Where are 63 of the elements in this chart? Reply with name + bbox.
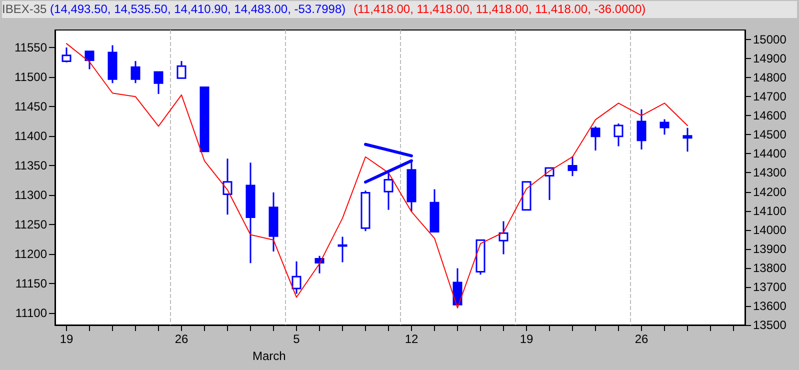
candlestick	[682, 127, 692, 152]
candlestick	[222, 158, 232, 216]
candlestick	[246, 162, 256, 264]
candlestick	[130, 60, 140, 84]
y-tick-label: 11350	[14, 158, 48, 173]
candlestick	[568, 156, 578, 177]
candlestick	[338, 236, 348, 263]
y2-tick-label: 14100	[753, 204, 787, 218]
y-tick-label: 11550	[14, 40, 48, 55]
y-tick-label: 11150	[15, 276, 48, 291]
candlestick	[590, 126, 600, 152]
y2-tick-label: 14200	[753, 184, 787, 199]
x-tick-label: 12	[404, 332, 418, 346]
y2-tick-label: 14000	[753, 222, 787, 237]
y2-tick-label: 14600	[753, 108, 787, 123]
candlestick	[62, 46, 72, 64]
candlestick	[360, 190, 370, 232]
x-tick-label: 26	[174, 332, 188, 346]
line-series	[66, 43, 688, 308]
y2-tick-label: 13800	[753, 260, 787, 275]
candlestick	[430, 188, 440, 232]
candlestick	[154, 71, 164, 95]
candlestick	[314, 255, 324, 274]
text: March	[252, 349, 286, 363]
x-tick-label: 5	[293, 332, 300, 346]
x-tick-label: 19	[520, 332, 534, 346]
y-tick-label: 11200	[14, 247, 48, 262]
candlestick	[614, 122, 624, 148]
y2-tick-label: 14300	[753, 166, 787, 180]
y-tick-label: 11300	[14, 188, 48, 202]
candlestick	[292, 260, 302, 295]
candlestick	[660, 118, 670, 136]
y2-tick-label: 13500	[753, 318, 787, 332]
candlestick	[636, 108, 646, 150]
candlestick	[268, 192, 278, 252]
text: IBEX-35	[2, 2, 48, 16]
text: (11,418.00, 11,418.00, 11,418.00, 11,418.00, -36.0000)	[354, 2, 646, 16]
y2-tick-label: 15000	[753, 32, 787, 47]
y-tick-label: 11250	[14, 218, 48, 232]
y-tick-label: 11400	[14, 129, 48, 144]
candlestick	[84, 50, 94, 70]
y2-tick-label: 13900	[753, 242, 787, 256]
candlestick	[522, 181, 532, 211]
y2-tick-label: 13700	[753, 280, 787, 294]
y2-tick-label: 14800	[753, 70, 787, 85]
y2-tick-label: 14900	[753, 52, 787, 66]
candlestick	[176, 60, 186, 79]
y2-tick-label: 14400	[753, 146, 787, 161]
y-tick-label: 11500	[14, 70, 48, 84]
candlestick	[200, 86, 210, 152]
text: (14,493.50, 14,535.50, 14,410.90, 14,483.00, -53.7998)	[50, 2, 346, 16]
y2-tick-label: 14500	[753, 128, 787, 142]
candlestick	[498, 220, 508, 255]
candlestick	[452, 268, 462, 306]
y-tick-label: 11450	[14, 100, 48, 114]
candlestick	[476, 239, 486, 276]
x-tick-label: 26	[634, 332, 648, 346]
y-tick-label: 11100	[15, 306, 48, 320]
x-tick-label: 19	[60, 332, 74, 346]
y2-tick-label: 13600	[753, 298, 787, 313]
candlestick	[544, 167, 554, 201]
candlestick	[108, 44, 118, 84]
y2-tick-label: 14700	[753, 90, 787, 104]
